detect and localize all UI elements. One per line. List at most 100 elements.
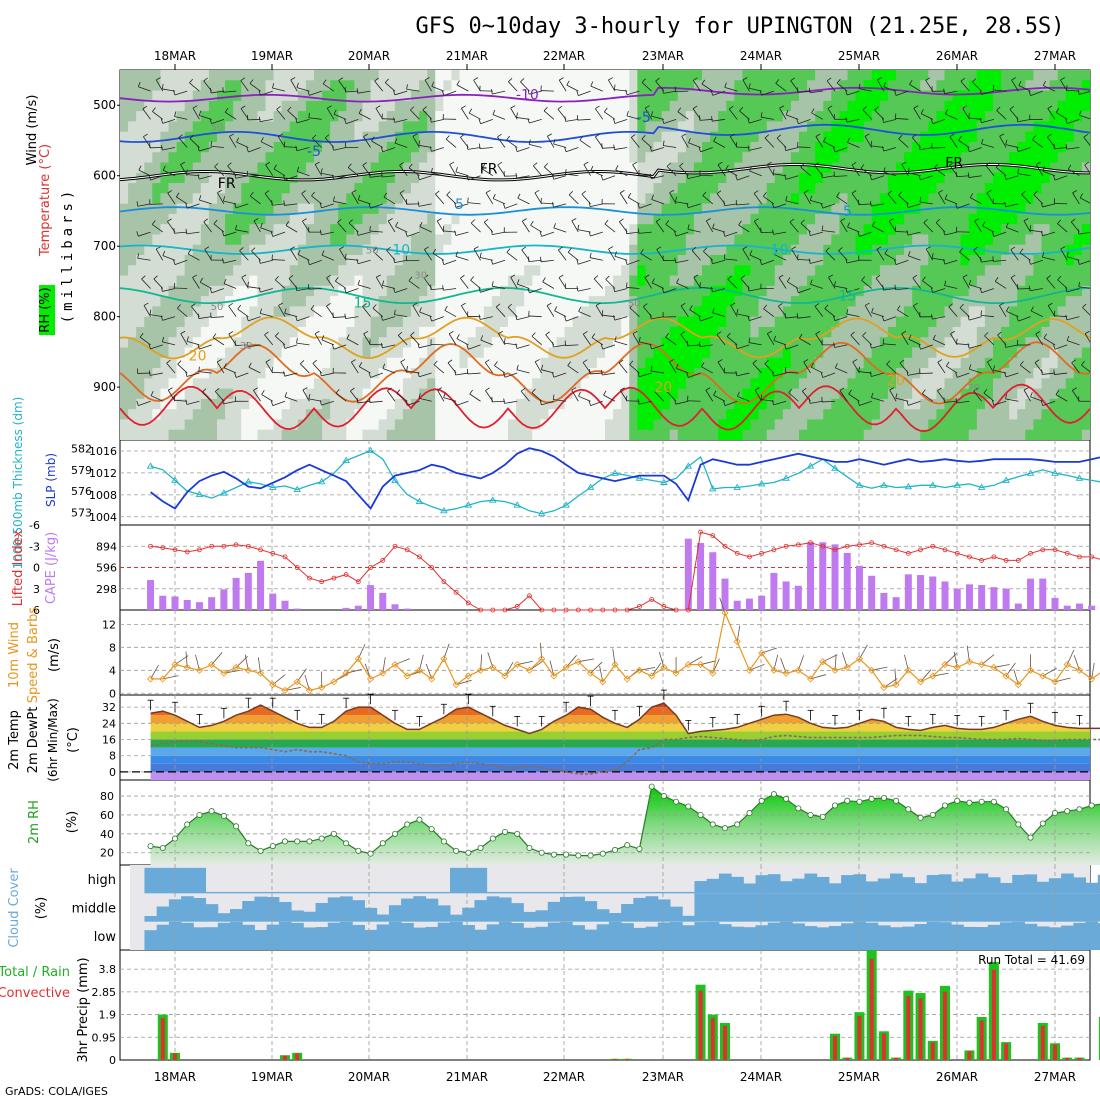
rh-cell: [572, 388, 582, 400]
rh-cell: [726, 100, 735, 112]
rh-cell: [799, 357, 808, 369]
rh-cell: [516, 100, 525, 112]
rh-cell: [176, 326, 186, 338]
rh-cell: [661, 111, 671, 122]
rh-cell: [782, 409, 792, 421]
rh-cell: [790, 70, 800, 81]
rh-cell: [702, 357, 711, 369]
rh-cell: [847, 419, 857, 431]
rh-cell: [734, 296, 744, 307]
rh-cell: [863, 80, 873, 92]
rh-cell: [508, 141, 517, 153]
wind-barb: [174, 259, 188, 266]
rh-cell: [346, 80, 356, 92]
rh-cell: [984, 296, 994, 307]
rh-cell: [831, 316, 841, 328]
rh-cell: [233, 429, 242, 440]
rh-cell: [936, 398, 946, 410]
rh-cell: [718, 213, 727, 225]
wind-barb-flag: [335, 388, 340, 394]
rh-cell: [661, 347, 671, 359]
rh-cell: [322, 306, 331, 318]
wind-barb: [345, 288, 359, 294]
rh-cell: [904, 152, 913, 164]
rh-cell: [483, 141, 493, 153]
rh-cell: [192, 409, 202, 421]
rh-cell: [370, 316, 380, 328]
rh-cell: [887, 357, 897, 369]
wind-barb-flag: [375, 105, 381, 109]
rh-cell: [1017, 275, 1026, 287]
rh-cell: [322, 234, 331, 246]
rh-cell: [467, 255, 477, 266]
wind-barb: [432, 252, 445, 261]
rh-cell: [443, 409, 453, 421]
rh-cell: [677, 172, 687, 184]
rh-cell: [855, 90, 865, 102]
rh-cell: [427, 337, 436, 349]
rh-cell: [297, 80, 307, 92]
rh-cell: [467, 378, 477, 390]
rh-cell: [168, 213, 178, 225]
rh-cell: [710, 326, 719, 338]
rh-cell: [944, 429, 954, 440]
rh-cell: [661, 419, 671, 431]
rh-cell: [807, 193, 816, 205]
rh-cell: [637, 316, 647, 328]
rh-cell: [1025, 244, 1035, 256]
wind-barb: [321, 254, 335, 261]
rh-cell: [168, 111, 178, 122]
wind-barb: [384, 82, 396, 92]
rh-cell: [1025, 80, 1035, 92]
rh-cell: [815, 347, 824, 359]
rh-cell: [629, 378, 638, 390]
rh-cell: [790, 368, 800, 379]
rh-cell: [572, 193, 582, 205]
rh-cell: [217, 90, 226, 102]
wind-barb-flag: [290, 246, 295, 250]
rh-cell: [831, 224, 841, 236]
rh-cell: [208, 285, 218, 297]
wind-barb: [394, 288, 408, 293]
wind-barb-flag: [203, 77, 208, 82]
rh-cell: [807, 347, 816, 359]
rh-cell: [362, 183, 372, 194]
rh-cell: [491, 193, 501, 205]
rh-cell: [556, 388, 566, 400]
rh-cell: [823, 316, 832, 328]
rh-cell: [855, 234, 865, 246]
rh-cell: [637, 203, 647, 215]
wind-barb-flag: [202, 388, 207, 393]
rh-cell: [653, 244, 663, 256]
rh-cell: [386, 80, 396, 92]
rh-cell: [960, 131, 970, 143]
wind-barb-flag: [258, 258, 261, 264]
rh-cell: [556, 193, 566, 205]
wind-barb: [235, 344, 249, 346]
rh-cell: [402, 429, 412, 440]
rh-cell: [839, 388, 849, 400]
rh-cell: [968, 347, 978, 359]
rh-cell: [435, 296, 444, 307]
rh-cell: [1017, 141, 1026, 153]
rh-cell: [483, 275, 493, 287]
rh-cell: [677, 234, 687, 246]
rh-cell: [944, 316, 954, 328]
rh-cell: [128, 306, 137, 318]
rh-cell: [1081, 347, 1090, 359]
wind-barb-flag: [180, 330, 186, 334]
rh-cell: [548, 141, 558, 153]
rh-cell: [863, 419, 873, 431]
rh-cell: [839, 398, 849, 410]
rh-cell: [936, 203, 946, 215]
rh-cell: [928, 398, 938, 410]
rh-cell: [629, 255, 638, 266]
rh-cell: [475, 111, 485, 122]
rh-cell: [879, 326, 889, 338]
top-day-label: 19MAR: [251, 49, 293, 63]
rh-cell: [782, 398, 792, 410]
rh-cell: [887, 337, 897, 349]
rh-cell: [661, 152, 671, 164]
rh-cell: [184, 111, 194, 122]
rh-cell: [200, 296, 210, 307]
